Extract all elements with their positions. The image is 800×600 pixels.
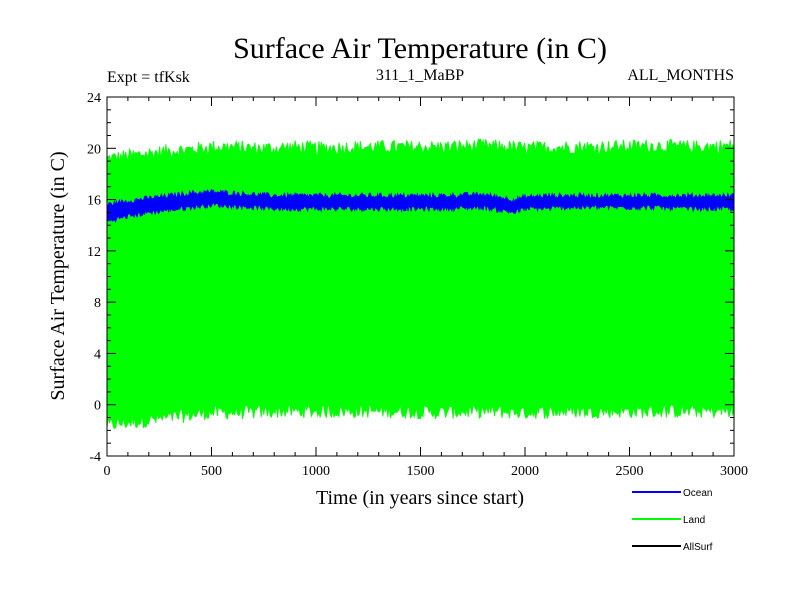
x-tick-label: 2500 [616,464,644,479]
x-tick-label: 500 [201,464,222,479]
y-tick-label: 16 [87,194,101,209]
x-tick-label: 2000 [511,464,539,479]
x-tick-label: 1000 [302,464,330,479]
legend: Ocean Land AllSurf [632,488,713,553]
legend-label-allsurf: AllSurf [683,542,713,553]
x-tick-label: 1500 [407,464,435,479]
months-label: ALL_MONTHS [627,67,734,84]
run-label: 311_1_MaBP [376,67,464,84]
y-tick-label: 12 [87,245,101,260]
plot-area [106,138,735,430]
y-tick-label: 24 [87,91,101,106]
legend-label-land: Land [683,515,705,526]
x-tick-label: 0 [104,464,111,479]
y-tick-label: -4 [89,450,101,465]
legend-label-ocean: Ocean [683,488,712,499]
series-land-band [106,138,735,430]
y-axis-label: Surface Air Temperature (in C) [47,151,69,400]
experiment-label: Expt = tfKsk [107,69,190,86]
y-tick-label: 20 [87,142,101,157]
chart-title: Surface Air Temperature (in C) [233,32,607,65]
x-axis-label: Time (in years since start) [316,487,524,509]
y-tick-label: 0 [94,399,101,414]
y-tick-label: 4 [94,347,101,362]
x-tick-label: 3000 [720,464,748,479]
y-tick-label: 8 [94,296,101,311]
